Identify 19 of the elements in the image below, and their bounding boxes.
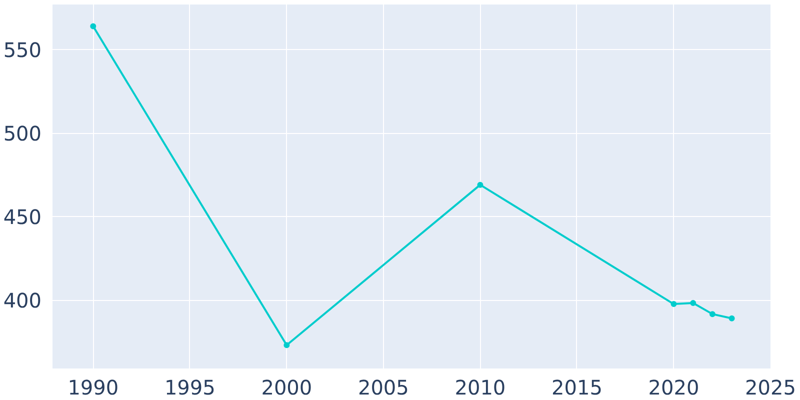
- point: [690, 300, 696, 306]
- x-tick-label: 2000: [261, 376, 312, 400]
- x-tick-label: 2025: [745, 376, 796, 400]
- x-tick-label: 1990: [68, 376, 119, 400]
- point: [90, 23, 96, 30]
- point: [284, 342, 290, 348]
- point: [477, 182, 484, 188]
- point: [709, 311, 716, 318]
- x-tick-label: 2010: [454, 376, 506, 400]
- point: [728, 315, 735, 322]
- x-tick-label: 2015: [552, 376, 602, 400]
- x-tick-label: 1995: [164, 376, 216, 400]
- point: [670, 301, 677, 308]
- x-tick-label: 2005: [358, 376, 409, 400]
- y-tick-label: 400: [3, 288, 42, 313]
- y-tick-label: 450: [3, 205, 42, 230]
- x-tick-label: 2020: [648, 376, 700, 400]
- y-tick-label: 500: [3, 122, 42, 146]
- y-tick-label: 550: [3, 38, 42, 62]
